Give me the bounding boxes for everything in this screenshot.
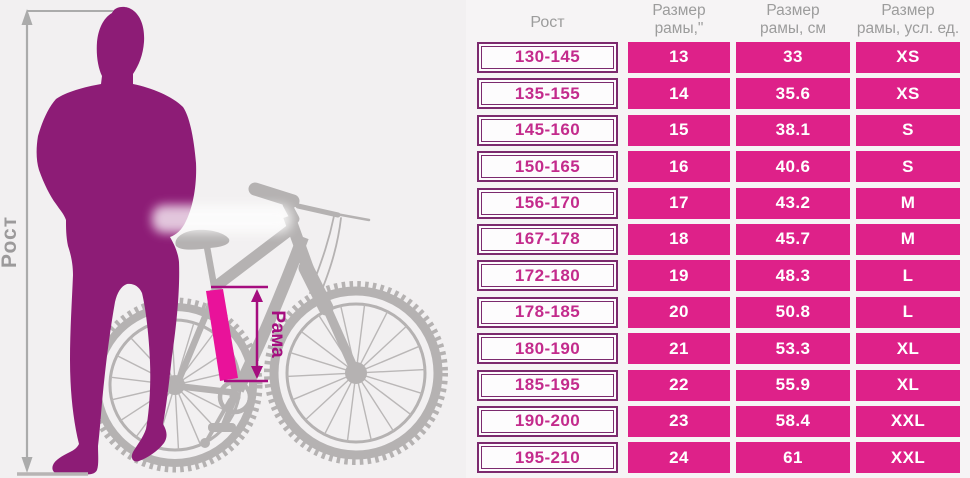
frame-size-cm-cell: 40.6 — [736, 151, 850, 183]
height-range-cell: 190-200 — [477, 405, 618, 437]
frame-size-cm-cell: 50.8 — [736, 296, 850, 328]
height-range-cell: 185-195 — [477, 369, 618, 401]
header-line: Размер — [766, 2, 820, 19]
header-line: рамы," — [654, 20, 704, 37]
frame-size-letter-cell: XS — [856, 78, 960, 110]
column-header-height: Рост — [530, 13, 565, 31]
column-header-cm: Размер рамы, см — [736, 0, 850, 37]
frame-size-inches-cell: 21 — [628, 333, 730, 365]
frame-size-cm-cell: 33 — [736, 41, 850, 73]
height-range-cell: 167-178 — [477, 223, 618, 255]
frame-label: Рама — [267, 310, 288, 358]
crankset — [200, 379, 253, 448]
frame-size-inches-cell: 18 — [628, 223, 730, 255]
height-range-cell: 156-170 — [477, 187, 618, 219]
frame-size-inches-cell: 20 — [628, 296, 730, 328]
frame-size-cm-cell: 58.4 — [736, 405, 850, 437]
saddle — [175, 229, 230, 250]
frame-size-letter-cell: S — [856, 114, 960, 146]
header-line: Размер — [652, 2, 706, 19]
frame-size-inches-cell: 24 — [628, 442, 730, 474]
size-table: Рост Размер рамы," Размер рамы, см Разме… — [477, 0, 960, 474]
frame-size-inches-cell: 19 — [628, 260, 730, 292]
frame-size-letter-cell: XXL — [856, 442, 960, 474]
height-range-cell: 135-155 — [477, 78, 618, 110]
frame-size-cm-cell: 35.6 — [736, 78, 850, 110]
frame-size-letter-cell: XXL — [856, 405, 960, 437]
height-range-cell: 145-160 — [477, 114, 618, 146]
height-label: Рост — [0, 216, 21, 268]
height-range-cell: 150-165 — [477, 151, 618, 183]
front-fork — [298, 260, 360, 376]
column-header-units: Размер рамы, усл. ед. — [856, 0, 960, 37]
frame-size-inches-cell: 17 — [628, 187, 730, 219]
header-line: Размер — [881, 2, 935, 19]
front-wheel — [264, 281, 448, 465]
height-range-cell: 195-210 — [477, 442, 618, 474]
frame-size-cm-cell: 38.1 — [736, 114, 850, 146]
frame-size-letter-cell: XS — [856, 41, 960, 73]
frame-size-cm-cell: 48.3 — [736, 260, 850, 292]
frame-size-letter-cell: M — [856, 187, 960, 219]
frame-highlight — [206, 289, 238, 381]
frame-size-inches-cell: 13 — [628, 41, 730, 73]
bike-size-illustration: Рама Рост — [0, 6, 448, 476]
white-smudge — [152, 205, 292, 233]
frame-size-inches-cell: 23 — [628, 405, 730, 437]
bicycle — [174, 182, 448, 465]
height-range-cell: 180-190 — [477, 333, 618, 365]
frame-size-cm-cell: 53.3 — [736, 333, 850, 365]
handlebar — [248, 182, 371, 303]
frame-size-inches-cell: 15 — [628, 114, 730, 146]
height-range-cell: 178-185 — [477, 296, 618, 328]
column-header-inches: Размер рамы," — [628, 0, 730, 37]
frame-size-inches-cell: 14 — [628, 78, 730, 110]
frame-size-cm-cell: 61 — [736, 442, 850, 474]
frame-size-cm-cell: 55.9 — [736, 369, 850, 401]
frame-size-inches-cell: 22 — [628, 369, 730, 401]
header-line: рамы, усл. ед. — [856, 20, 960, 37]
height-range-cell: 130-145 — [477, 41, 618, 73]
frame-size-cm-cell: 45.7 — [736, 223, 850, 255]
frame-size-inches-cell: 16 — [628, 151, 730, 183]
height-measure: Рост — [0, 9, 113, 476]
frame-size-letter-cell: L — [856, 260, 960, 292]
frame-size-cm-cell: 43.2 — [736, 187, 850, 219]
frame-measure: Рама — [211, 285, 288, 383]
height-range-cell: 172-180 — [477, 260, 618, 292]
person-silhouette — [36, 6, 197, 475]
frame-size-letter-cell: M — [856, 223, 960, 255]
header-line: рамы, см — [759, 20, 827, 37]
frame-size-letter-cell: XL — [856, 333, 960, 365]
frame-size-letter-cell: L — [856, 296, 960, 328]
frame-size-letter-cell: XL — [856, 369, 960, 401]
frame-size-letter-cell: S — [856, 151, 960, 183]
